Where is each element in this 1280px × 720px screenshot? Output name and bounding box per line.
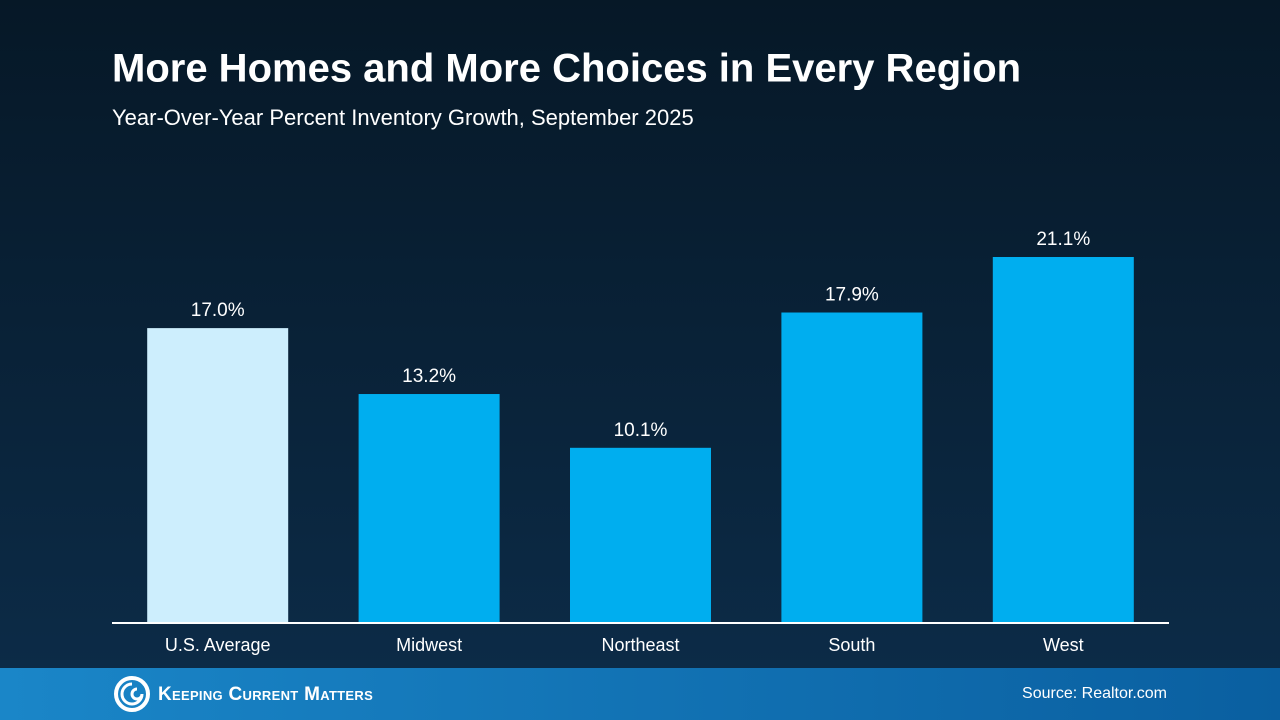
x-tick-label: Midwest <box>396 635 462 655</box>
bar <box>147 328 289 623</box>
value-label: 17.0% <box>191 300 245 321</box>
x-tick-label: South <box>828 635 875 655</box>
source-note: Source: Realtor.com <box>1022 685 1167 702</box>
x-tick-label: U.S. Average <box>165 635 271 655</box>
logo <box>114 676 150 712</box>
x-tick-label: West <box>1043 635 1084 655</box>
chart-title: More Homes and More Choices in Every Reg… <box>112 47 1021 91</box>
value-label: 13.2% <box>402 366 456 387</box>
bar <box>358 394 500 623</box>
logo-ring <box>114 676 150 712</box>
value-label: 21.1% <box>1036 229 1090 250</box>
logo-swirl <box>120 682 144 706</box>
bar <box>781 312 923 623</box>
value-label: 17.9% <box>825 285 879 306</box>
x-tick-label: Northeast <box>601 635 679 655</box>
bar <box>992 257 1134 623</box>
bar <box>570 447 711 623</box>
footer-bar <box>0 668 1280 720</box>
value-label: 10.1% <box>614 420 668 441</box>
chart-subtitle: Year-Over-Year Percent Inventory Growth,… <box>112 105 694 130</box>
brand-name: Keeping Current Matters <box>158 684 373 705</box>
plot-area: U.S. Average 17.0% Midwest 13.2% Northeast 10… <box>147 229 1134 655</box>
